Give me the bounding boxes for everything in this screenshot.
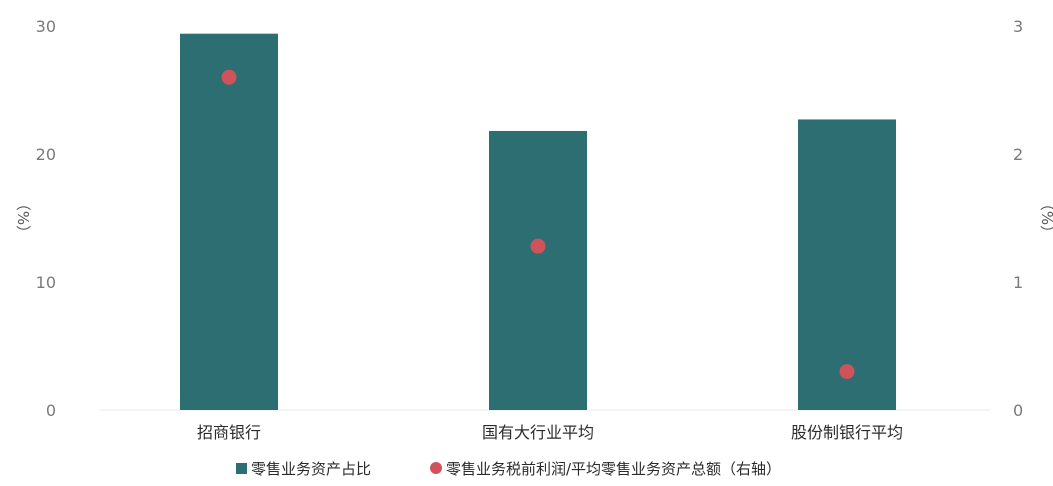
right-tick-label: 1 [1013, 273, 1023, 292]
legend-dot-label: 零售业务税前利润/平均零售业务资产总额（右轴） [446, 460, 781, 478]
bar [180, 33, 278, 411]
scatter-point [530, 238, 546, 254]
legend: 零售业务资产占比 零售业务税前利润/平均零售业务资产总额（右轴） [236, 460, 781, 478]
legend-dot-swatch [430, 462, 442, 474]
right-axis-label: （%） [1038, 196, 1053, 240]
bar [489, 130, 587, 410]
left-axis-label: （%） [14, 196, 32, 240]
left-axis-ticks: 0 10 20 30 [36, 17, 56, 420]
left-tick-label: 30 [36, 17, 56, 36]
right-tick-label: 2 [1013, 145, 1023, 164]
bar-series [180, 33, 896, 411]
scatter-point [221, 69, 237, 85]
legend-bar-swatch [236, 463, 247, 474]
left-tick-label: 10 [36, 273, 56, 292]
left-tick-label: 20 [36, 145, 56, 164]
left-tick-label: 0 [46, 401, 56, 420]
category-label: 股份制银行平均 [791, 423, 903, 442]
category-labels: 招商银行 国有大行业平均 股份制银行平均 [197, 423, 903, 442]
bar [798, 119, 896, 410]
right-axis-ticks: 0 1 2 3 [1013, 17, 1023, 420]
scatter-point [839, 364, 855, 380]
legend-bar-label: 零售业务资产占比 [251, 460, 371, 478]
scatter-series [221, 69, 855, 380]
category-label: 国有大行业平均 [482, 423, 594, 442]
category-label: 招商银行 [197, 423, 261, 442]
right-tick-label: 3 [1013, 17, 1023, 36]
right-tick-label: 0 [1013, 401, 1023, 420]
